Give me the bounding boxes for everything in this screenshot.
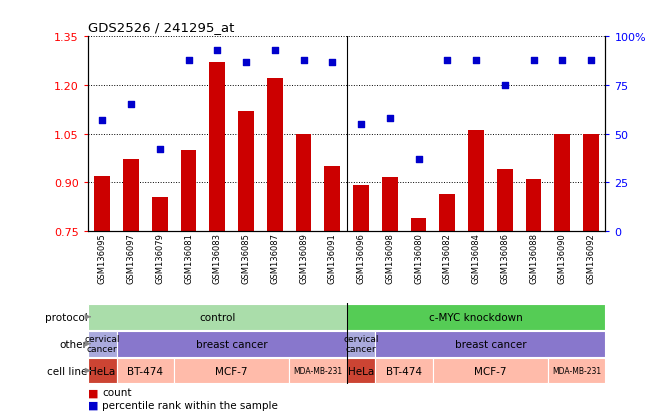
Bar: [289, 358, 347, 384]
Bar: [296, 134, 311, 231]
Bar: [433, 358, 548, 384]
Point: [442, 57, 452, 64]
Bar: [468, 131, 484, 231]
Bar: [123, 160, 139, 231]
Point: [557, 57, 568, 64]
Bar: [174, 358, 289, 384]
Text: cell line: cell line: [48, 366, 88, 376]
Text: other: other: [60, 339, 88, 349]
Text: percentile rank within the sample: percentile rank within the sample: [102, 400, 278, 410]
Text: BT-474: BT-474: [128, 366, 163, 376]
Point: [413, 156, 424, 163]
Bar: [353, 186, 369, 231]
Text: BT-474: BT-474: [386, 366, 422, 376]
Text: MCF-7: MCF-7: [474, 366, 506, 376]
Point: [385, 115, 395, 122]
Text: ■: ■: [88, 400, 98, 410]
Text: protocol: protocol: [45, 312, 88, 322]
Bar: [497, 170, 513, 231]
Text: HeLa: HeLa: [348, 366, 374, 376]
Bar: [180, 150, 197, 231]
Bar: [152, 197, 168, 231]
Bar: [548, 358, 605, 384]
Point: [212, 47, 223, 54]
Point: [241, 59, 251, 66]
Point: [529, 57, 539, 64]
Point: [586, 57, 596, 64]
Bar: [439, 194, 455, 231]
Text: ■: ■: [88, 387, 98, 397]
Bar: [94, 176, 110, 231]
Point: [356, 121, 367, 128]
Bar: [117, 358, 174, 384]
Bar: [411, 218, 426, 231]
Text: breast cancer: breast cancer: [196, 339, 268, 349]
Bar: [347, 304, 605, 330]
Bar: [324, 166, 340, 231]
Text: HeLa: HeLa: [89, 366, 115, 376]
Text: cervical
cancer: cervical cancer: [85, 334, 120, 354]
Bar: [376, 331, 605, 357]
Bar: [238, 112, 254, 231]
Bar: [267, 79, 283, 231]
Point: [154, 147, 165, 153]
Point: [298, 57, 309, 64]
Bar: [525, 180, 542, 231]
Bar: [88, 331, 117, 357]
Text: MDA-MB-231: MDA-MB-231: [294, 366, 342, 375]
Point: [126, 102, 136, 109]
Bar: [88, 304, 347, 330]
Point: [327, 59, 337, 66]
Bar: [347, 331, 376, 357]
Bar: [88, 358, 117, 384]
Bar: [117, 331, 347, 357]
Point: [97, 117, 107, 124]
Point: [270, 47, 280, 54]
Text: breast cancer: breast cancer: [454, 339, 526, 349]
Text: MCF-7: MCF-7: [215, 366, 248, 376]
Bar: [347, 358, 376, 384]
Bar: [210, 63, 225, 231]
Point: [471, 57, 481, 64]
Bar: [583, 134, 599, 231]
Point: [499, 83, 510, 89]
Text: MDA-MB-231: MDA-MB-231: [552, 366, 602, 375]
Bar: [382, 178, 398, 231]
Text: cervical
cancer: cervical cancer: [343, 334, 379, 354]
Point: [184, 57, 194, 64]
Bar: [376, 358, 433, 384]
Text: count: count: [102, 387, 132, 397]
Text: c-MYC knockdown: c-MYC knockdown: [429, 312, 523, 322]
Text: control: control: [199, 312, 236, 322]
Bar: [555, 134, 570, 231]
Text: GDS2526 / 241295_at: GDS2526 / 241295_at: [88, 21, 234, 34]
